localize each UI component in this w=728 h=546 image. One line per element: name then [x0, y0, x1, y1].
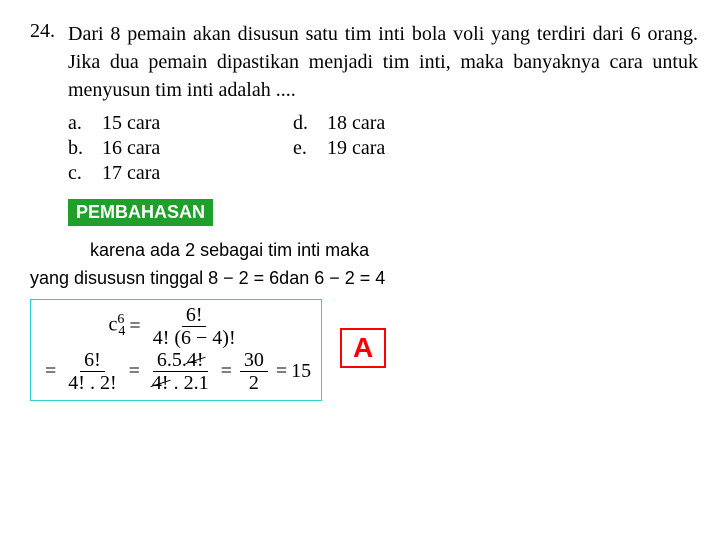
choice-label: b. [68, 137, 102, 160]
choice-label: e. [293, 137, 327, 160]
question-block: 24. Dari 8 pemain akan disusun satu tim … [30, 20, 698, 104]
choice-text: 18 cara [327, 112, 385, 135]
equals: = [276, 360, 287, 383]
math-box: c64 = 6! 4! (6 − 4)! = 6! 4! . 2! = 6.5.… [30, 299, 322, 401]
fraction-1: 6! 4! (6 − 4)! [149, 304, 240, 349]
result: 15 [291, 360, 311, 383]
choice-label: c. [68, 162, 102, 185]
choice-text: 16 cara [102, 137, 160, 160]
equals: = [129, 360, 140, 383]
fraction-2: 6! 4! . 2! [64, 349, 120, 394]
explanation-line-1: karena ada 2 sebagai tim inti maka [90, 238, 698, 262]
equals: = [45, 360, 56, 383]
answer-box: A [340, 328, 386, 368]
choice-a: a. 15 cara [68, 112, 263, 135]
choice-text: 17 cara [102, 162, 160, 185]
equals: = [221, 360, 232, 383]
math-line-1: c64 = 6! 4! (6 − 4)! [41, 304, 311, 349]
choice-label: d. [293, 112, 327, 135]
choice-text: 19 cara [327, 137, 385, 160]
choices-grid: a. 15 cara d. 18 cara b. 16 cara e. 19 c… [68, 112, 488, 185]
discussion-heading: PEMBAHASAN [68, 199, 213, 226]
question-text: Dari 8 pemain akan disusun satu tim inti… [68, 20, 698, 104]
choice-c: c. 17 cara [68, 162, 263, 185]
solution-row: c64 = 6! 4! (6 − 4)! = 6! 4! . 2! = 6.5.… [30, 295, 698, 401]
fraction-4: 30 2 [240, 349, 268, 394]
choice-label: a. [68, 112, 102, 135]
equals: = [129, 315, 140, 338]
question-number: 24. [30, 20, 68, 104]
math-line-2: = 6! 4! . 2! = 6.5.4! 4! . 2.1 = 30 2 = … [41, 349, 311, 394]
choice-text: 15 cara [102, 112, 160, 135]
choice-b: b. 16 cara [68, 137, 263, 160]
explanation-line-2: yang disususn tinggal 8 − 2 = 6dan 6 − 2… [30, 266, 698, 290]
choice-d: d. 18 cara [293, 112, 488, 135]
choice-e: e. 19 cara [293, 137, 488, 160]
fraction-3: 6.5.4! 4! . 2.1 [148, 349, 213, 394]
combination-symbol: c64 [109, 312, 126, 341]
